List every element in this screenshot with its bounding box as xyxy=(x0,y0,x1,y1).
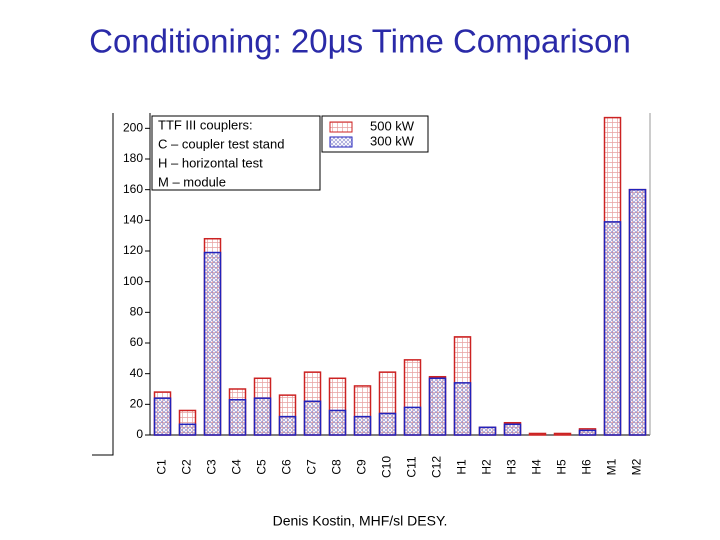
y-tick-label: 120 xyxy=(123,243,143,257)
legend-swatch xyxy=(329,136,353,148)
y-tick-label: 160 xyxy=(123,182,143,196)
x-tick-label: C6 xyxy=(280,459,294,475)
x-tick-label: M2 xyxy=(630,458,644,475)
x-tick-label: C7 xyxy=(305,459,319,475)
x-tick-label: C8 xyxy=(330,459,344,475)
bar xyxy=(278,415,297,436)
bar xyxy=(603,221,622,436)
x-tick-label: C3 xyxy=(205,459,219,475)
bar xyxy=(528,432,547,436)
x-tick-label: H4 xyxy=(530,459,544,475)
bar xyxy=(503,423,522,436)
x-tick-label: H3 xyxy=(505,459,519,475)
bar xyxy=(328,409,347,436)
y-tick-label: 200 xyxy=(123,121,143,135)
note: M – module xyxy=(158,174,226,189)
bar xyxy=(203,251,222,436)
legend-swatch xyxy=(329,121,353,133)
bar xyxy=(428,377,447,436)
bar xyxy=(153,397,172,436)
legend-label: 500 kW xyxy=(370,118,415,133)
x-tick-label: C4 xyxy=(230,459,244,475)
frame-decoration xyxy=(92,113,114,456)
y-tick-label: 140 xyxy=(123,213,143,227)
x-tick-label: C10 xyxy=(380,456,394,478)
x-tick-label: C5 xyxy=(255,459,269,475)
slide-title: Conditioning: 20μs Time Comparison xyxy=(89,23,631,60)
plot: 0 20 40 60 80 100 120 140 160 180 200 C1 C2 C3 C4 C5 C6 C… xyxy=(123,116,647,478)
bar xyxy=(228,398,247,436)
y-tick-label: 80 xyxy=(130,305,144,319)
x-tick-label: C2 xyxy=(180,459,194,475)
bar xyxy=(578,429,597,436)
bar xyxy=(253,397,272,436)
x-tick-label: M1 xyxy=(605,458,619,475)
footer: Denis Kostin, MHF/sl DESY. xyxy=(273,513,448,529)
y-tick-label: 180 xyxy=(123,151,143,165)
note: TTF III couplers: xyxy=(158,117,253,132)
bar xyxy=(453,382,472,436)
x-tick-label: C12 xyxy=(430,456,444,478)
note: H – horizontal test xyxy=(158,155,263,170)
x-tick-label: H5 xyxy=(555,459,569,475)
bar xyxy=(353,415,372,436)
bar xyxy=(178,423,197,436)
note: C – coupler test stand xyxy=(158,136,284,151)
bar xyxy=(403,406,422,436)
x-tick-label: C9 xyxy=(355,459,369,475)
y-tick-label: 40 xyxy=(130,366,144,380)
bar xyxy=(628,188,647,436)
x-tick-label: H2 xyxy=(480,459,494,475)
bar xyxy=(553,432,572,436)
bar xyxy=(478,426,497,436)
bar xyxy=(303,400,322,436)
y-tick-label: 60 xyxy=(130,335,144,349)
y-tick-label: 20 xyxy=(130,397,144,411)
y-tick-label: 0 xyxy=(136,427,143,441)
legend-label: 300 kW xyxy=(370,133,415,148)
x-tick-label: C1 xyxy=(155,459,169,475)
x-tick-label: H1 xyxy=(455,459,469,475)
bar xyxy=(378,412,397,436)
notes-box xyxy=(151,115,321,191)
x-tick-label: H6 xyxy=(580,459,594,475)
x-tick-label: C11 xyxy=(405,456,419,477)
y-tick-label: 100 xyxy=(123,274,143,288)
